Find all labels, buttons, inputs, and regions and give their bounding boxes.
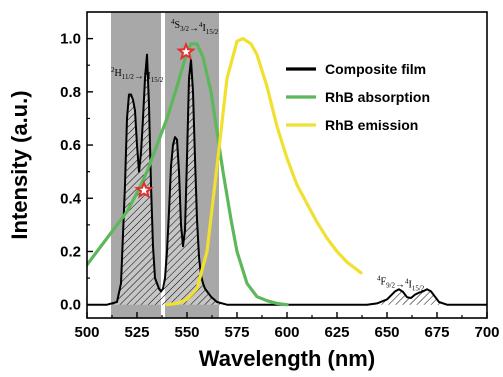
legend-label-rhb-emission: RhB emission [325, 117, 418, 133]
x-tick-label: 525 [124, 324, 149, 341]
x-tick-label: 650 [374, 324, 399, 341]
legend: Composite film RhB absorption RhB emission [286, 61, 430, 133]
y-tick-label: 1.0 [60, 31, 81, 48]
series-line-rhb-emission [165, 37, 363, 307]
y-tick-label: 0.0 [60, 297, 81, 314]
x-axis-label: Wavelength (nm) [199, 346, 375, 371]
series-line-rhb-absorption [87, 42, 289, 307]
y-axis-label: Intensity (a.u.) [7, 90, 32, 239]
x-tick-label: 700 [474, 324, 499, 341]
x-tick-label: 575 [224, 324, 249, 341]
transition-annotation-3: 4F9/2→4I15/2 [377, 275, 425, 293]
legend-label-composite-film: Composite film [325, 61, 426, 77]
y-tick-label: 0.8 [60, 84, 81, 101]
x-tick-label: 550 [174, 324, 199, 341]
marker-group [134, 41, 196, 199]
y-tick-label: 0.4 [60, 190, 82, 207]
legend-label-rhb-absorption: RhB absorption [325, 89, 430, 105]
axis-ticks: 500 525 550 575 600 625 650 675 700 0.0 0.2 0.4 0.6 0… [60, 31, 499, 341]
x-tick-label: 675 [424, 324, 449, 341]
hatched-fills [87, 54, 487, 305]
series-fill-composite-film [87, 54, 487, 305]
series-line-composite-film [87, 53, 487, 306]
star-marker-2 [176, 41, 196, 61]
transition-annotation-2: 4S3/2→4I15/2 [171, 18, 219, 36]
transition-annotation-1: 2H11/2→4I15/2 [111, 66, 164, 84]
x-tick-label: 500 [74, 324, 99, 341]
x-tick-label: 625 [324, 324, 349, 341]
y-tick-label: 0.2 [60, 243, 81, 260]
x-tick-label: 600 [274, 324, 299, 341]
star-marker-1 [134, 180, 154, 199]
series-lines [87, 37, 487, 307]
annotations: 2H11/2→4I15/2 4S3/2→4I15/2 4F9/2→4I15/2 [111, 18, 425, 293]
y-tick-label: 0.6 [60, 137, 81, 154]
